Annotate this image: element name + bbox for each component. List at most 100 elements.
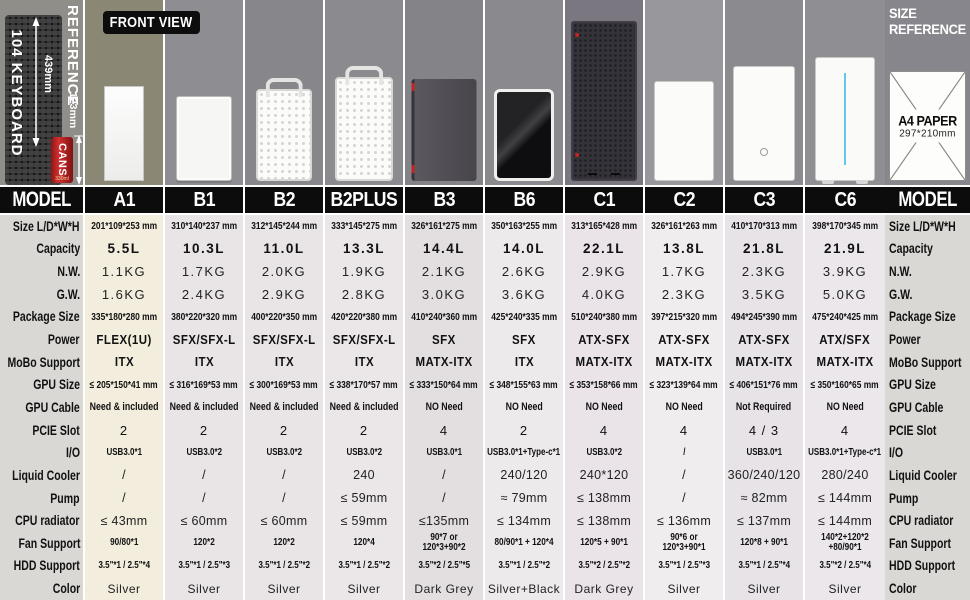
spec-cell-c1-row1: 22.1L xyxy=(565,237,643,261)
spec-cell-b1-row16: Silver xyxy=(165,577,243,600)
spec-cell-c1-row2: 2.9KG xyxy=(565,260,643,283)
spec-cell-c3-row10: USB3.0*1 xyxy=(725,441,803,465)
spec-label-row13: CPU radiator xyxy=(0,509,83,532)
spec-cell-b6-row10: USB3.0*1+Type-c*1 xyxy=(485,441,563,465)
spec-cell-b1-row10: USB3.0*2 xyxy=(165,441,243,465)
spec-cell-b3-row10: USB3.0*1 xyxy=(405,441,483,465)
spec-cell-c6-row7: ≤ 350*160*65 mm xyxy=(805,373,885,397)
case-photo-area-b6 xyxy=(485,0,563,185)
keyboard-label: 104 KEYBOARD xyxy=(8,28,25,157)
spec-cell-b1-row0: 310*140*237 mm xyxy=(165,215,243,238)
spec-cell-b3-row15: 3.5"*2 / 2.5"*5 xyxy=(405,554,483,578)
model-header-right: MODEL xyxy=(885,185,970,215)
spec-cell-c1-row8: NO Need xyxy=(565,396,643,419)
spec-cell-b1-row5: SFX/SFX-L xyxy=(165,328,243,351)
spec-cell-b1-row13: ≤ 60mm xyxy=(165,509,243,532)
spec-cell-b2plus-row12: ≤ 59mm xyxy=(325,486,403,510)
spec-label-row4: Package Size xyxy=(885,305,970,329)
spec-cell-c6-row1: 21.9L xyxy=(805,237,885,261)
spec-cell-b2-row8: Need & included xyxy=(245,396,323,419)
spec-cell-b2-row9: 2 xyxy=(245,418,323,442)
spec-cell-c6-row13: ≤ 144mm xyxy=(805,509,885,532)
spec-cell-b1-row2: 1.7KG xyxy=(165,260,243,283)
case-feet-icon xyxy=(822,180,868,184)
spec-cell-c2-row7: ≤ 323*139*64 mm xyxy=(645,373,723,397)
spec-cell-b3-row2: 2.1KG xyxy=(405,260,483,283)
spec-cell-a1-row1: 5.5L xyxy=(85,237,163,261)
spec-cell-b1-row14: 120*2 xyxy=(165,531,243,555)
spec-cell-c6-row14: 140*2+120*2 +80/90*1 xyxy=(805,531,885,555)
spec-cell-b2plus-row0: 333*145*275 mm xyxy=(325,215,403,238)
spec-cell-c6-row4: 475*240*425 mm xyxy=(805,305,885,329)
spec-cell-c2-row9: 4 xyxy=(645,418,723,442)
case-led-strip-icon xyxy=(844,72,846,166)
model-column-c2: C2 326*161*263 mm 13.8L 1.7KG 2.3KG 397*215*3… xyxy=(645,0,725,600)
spec-cell-c2-row13: ≤ 136mm xyxy=(645,509,723,532)
spec-cell-b2-row0: 312*145*244 mm xyxy=(245,215,323,238)
spec-cell-c6-row15: 3.5"*2 / 2.5"*4 xyxy=(805,554,885,578)
model-name-header-c1: C1 xyxy=(565,185,643,215)
spec-cell-b6-row12: ≈ 79mm xyxy=(485,486,563,510)
spec-cell-b1-row9: 2 xyxy=(165,418,243,442)
spec-cell-b3-row9: 4 xyxy=(405,418,483,442)
a4-paper-size: 297*210mm xyxy=(899,128,956,140)
spec-cell-c3-row3: 3.5KG xyxy=(725,282,803,306)
front-view-badge: FRONT VIEW xyxy=(103,11,200,34)
spec-cell-a1-row8: Need & included xyxy=(85,396,163,419)
spec-cell-a1-row6: ITX xyxy=(85,350,163,374)
spec-cell-c1-row16: Dark Grey xyxy=(565,577,643,600)
spec-cell-b2-row5: SFX/SFX-L xyxy=(245,328,323,351)
spec-cell-c2-row3: 2.3KG xyxy=(645,282,723,306)
spec-cell-c3-row5: ATX-SFX xyxy=(725,328,803,351)
spec-label-row12: Pump xyxy=(885,486,970,510)
spec-label-row9: PCIE Slot xyxy=(0,418,83,442)
spec-cell-b2-row1: 11.0L xyxy=(245,237,323,261)
spec-cell-c1-row3: 4.0KG xyxy=(565,282,643,306)
spec-cell-c1-row9: 4 xyxy=(565,418,643,442)
spec-label-row5: Power xyxy=(885,328,970,351)
case-image-b2 xyxy=(256,89,312,181)
model-name-header-c3: C3 xyxy=(725,185,803,215)
spec-cell-b2plus-row4: 420*220*380 mm xyxy=(325,305,403,329)
spec-label-row2: N.W. xyxy=(885,260,970,283)
spec-cell-b6-row2: 2.6KG xyxy=(485,260,563,283)
spec-cell-c2-row15: 3.5"*1 / 2.5"*3 xyxy=(645,554,723,578)
model-column-b1: B1 310*140*237 mm 10.3L 1.7KG 2.4KG 380*220*3… xyxy=(165,0,245,600)
spec-cell-c2-row2: 1.7KG xyxy=(645,260,723,283)
spec-cell-c1-row15: 3.5"*2 / 2.5"*2 xyxy=(565,554,643,578)
spec-cell-b2plus-row1: 13.3L xyxy=(325,237,403,261)
model-name-header-b2plus: B2PLUS xyxy=(325,185,403,215)
spec-label-row8: GPU Cable xyxy=(0,396,83,419)
spec-cell-c6-row0: 398*170*345 mm xyxy=(805,215,885,238)
spec-label-row10: I/O xyxy=(885,441,970,465)
spec-cell-c1-row5: ATX-SFX xyxy=(565,328,643,351)
case-led-dot-icon xyxy=(575,33,579,37)
spec-cell-c2-row10: / xyxy=(645,441,723,465)
spec-label-row2: N.W. xyxy=(0,260,83,283)
spec-cell-b3-row11: / xyxy=(405,464,483,487)
spec-cell-b3-row8: NO Need xyxy=(405,396,483,419)
can-height-label: 123mm xyxy=(67,92,79,129)
spec-label-row12: Pump xyxy=(0,486,83,510)
spec-cell-b2-row7: ≤ 300*169*53 mm xyxy=(245,373,323,397)
spec-cell-c3-row2: 2.3KG xyxy=(725,260,803,283)
spec-cell-c2-row1: 13.8L xyxy=(645,237,723,261)
spec-cell-c1-row6: MATX-ITX xyxy=(565,350,643,374)
spec-cell-b3-row4: 410*240*360 mm xyxy=(405,305,483,329)
spec-cell-c1-row13: ≤ 138mm xyxy=(565,509,643,532)
spec-cell-c3-row15: 3.5"*1 / 2.5"*4 xyxy=(725,554,803,578)
spec-cell-b2plus-row5: SFX/SFX-L xyxy=(325,328,403,351)
spec-cell-c6-row3: 5.0KG xyxy=(805,282,885,306)
spec-cell-c3-row4: 494*245*390 mm xyxy=(725,305,803,329)
spec-label-row14: Fan Support xyxy=(885,531,970,555)
spec-cell-c6-row11: 280/240 xyxy=(805,464,885,487)
spec-cell-a1-row14: 90/80*1 xyxy=(85,531,163,555)
spec-cell-c2-row8: NO Need xyxy=(645,396,723,419)
spec-cell-b2plus-row14: 120*4 xyxy=(325,531,403,555)
spec-cell-b3-row12: / xyxy=(405,486,483,510)
spec-cell-c1-row14: 120*5 + 90*1 xyxy=(565,531,643,555)
spec-label-row5: Power xyxy=(0,328,83,351)
model-column-b2: B2 312*145*244 mm 11.0L 2.0KG 2.9KG 400*220*3… xyxy=(245,0,325,600)
case-image-a1 xyxy=(104,86,144,181)
